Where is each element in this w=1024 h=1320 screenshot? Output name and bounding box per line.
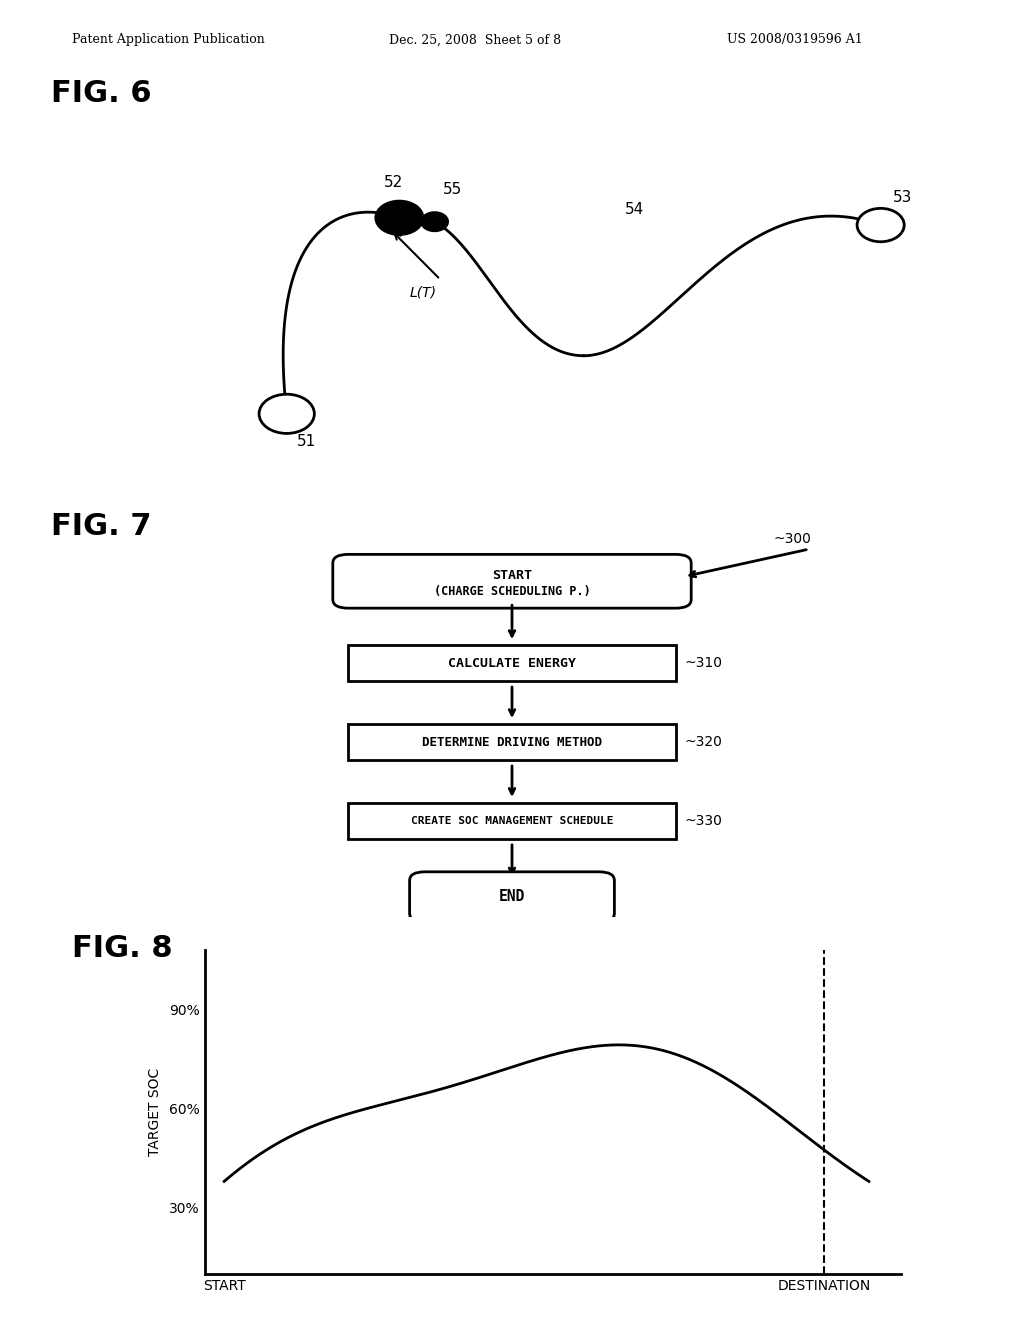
- Text: FIG. 8: FIG. 8: [72, 935, 172, 964]
- Text: 51: 51: [297, 434, 316, 450]
- Text: L(T): L(T): [410, 285, 436, 300]
- Text: DETERMINE DRIVING METHOD: DETERMINE DRIVING METHOD: [422, 735, 602, 748]
- Text: ~330: ~330: [684, 814, 722, 828]
- FancyBboxPatch shape: [333, 554, 691, 609]
- Text: ~320: ~320: [684, 735, 722, 748]
- FancyBboxPatch shape: [348, 803, 676, 840]
- Text: Dec. 25, 2008  Sheet 5 of 8: Dec. 25, 2008 Sheet 5 of 8: [389, 33, 561, 46]
- Y-axis label: TARGET SOC: TARGET SOC: [148, 1068, 162, 1156]
- Text: (CHARGE SCHEDULING P.): (CHARGE SCHEDULING P.): [433, 585, 591, 598]
- Circle shape: [376, 201, 423, 235]
- Text: Patent Application Publication: Patent Application Publication: [72, 33, 264, 46]
- Text: 55: 55: [442, 182, 462, 197]
- Text: 54: 54: [625, 202, 644, 218]
- Text: US 2008/0319596 A1: US 2008/0319596 A1: [727, 33, 863, 46]
- Text: FIG. 7: FIG. 7: [51, 512, 152, 540]
- Text: START: START: [492, 569, 532, 582]
- Text: 52: 52: [384, 176, 403, 190]
- Text: CREATE SOC MANAGEMENT SCHEDULE: CREATE SOC MANAGEMENT SCHEDULE: [411, 816, 613, 826]
- Text: CALCULATE ENERGY: CALCULATE ENERGY: [449, 656, 575, 669]
- Circle shape: [259, 395, 314, 433]
- Text: ~310: ~310: [684, 656, 722, 671]
- FancyBboxPatch shape: [410, 871, 614, 923]
- Text: ~300: ~300: [773, 532, 811, 546]
- Circle shape: [857, 209, 904, 242]
- FancyBboxPatch shape: [348, 723, 676, 760]
- Text: END: END: [499, 890, 525, 904]
- Text: 53: 53: [893, 190, 912, 205]
- FancyBboxPatch shape: [348, 645, 676, 681]
- Circle shape: [421, 213, 447, 231]
- Text: FIG. 6: FIG. 6: [51, 79, 152, 108]
